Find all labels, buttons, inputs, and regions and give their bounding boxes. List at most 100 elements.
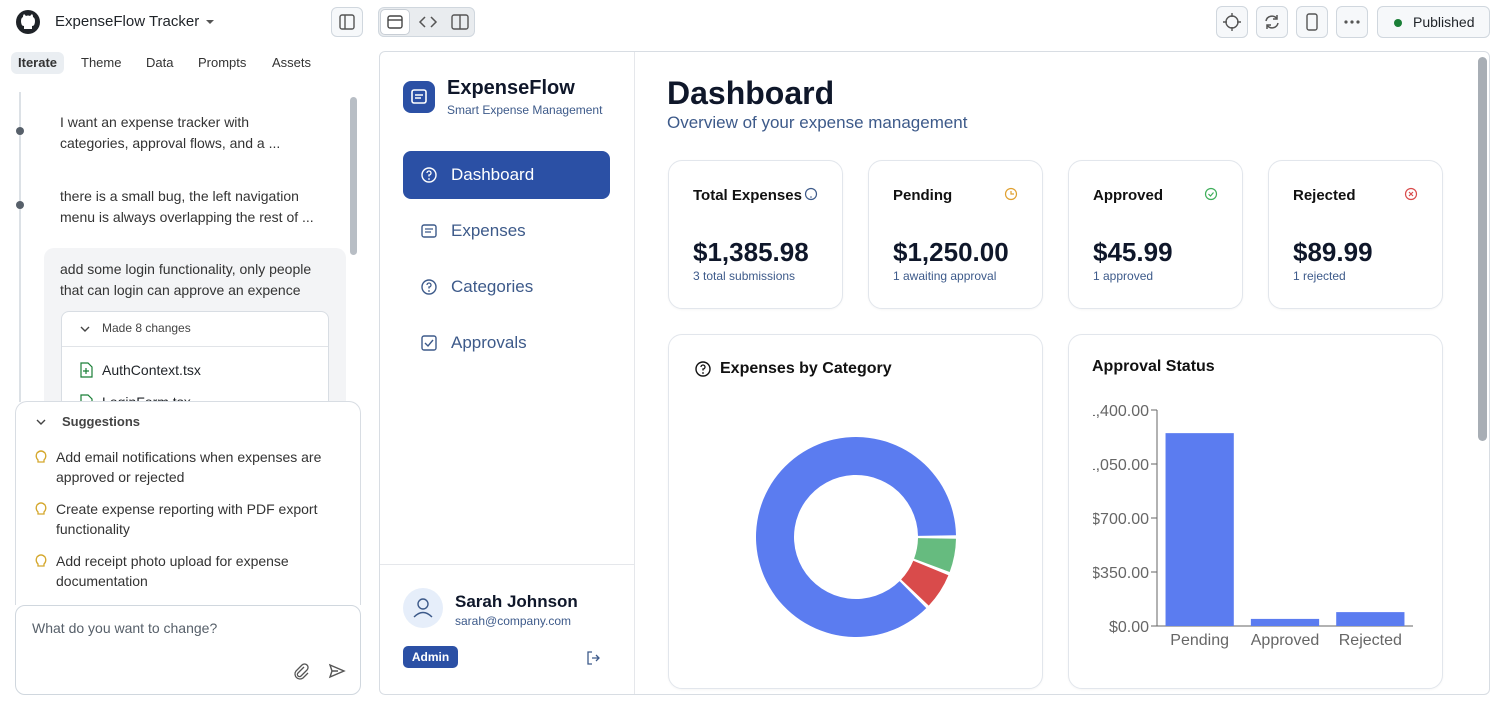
chevron[interactable] bbox=[205, 17, 215, 27]
tab[interactable]: Iterate bbox=[11, 52, 65, 74]
tab[interactable]: Theme bbox=[81, 55, 122, 70]
placeholder: What do you want to change? bbox=[32, 620, 218, 636]
app-tagline: Smart Expense Management bbox=[447, 103, 603, 117]
tab[interactable]: Data bbox=[146, 55, 174, 70]
refresh-button[interactable] bbox=[1256, 6, 1288, 38]
chat-message: there is a small bug, the left navigatio… bbox=[60, 186, 314, 228]
stat-card: Rejected $89.99 1 rejected bbox=[1268, 160, 1443, 309]
chat-message: I want an expense tracker with categories… bbox=[60, 112, 280, 154]
y-tick-label: $0.00 bbox=[1109, 619, 1149, 636]
mobile-button[interactable] bbox=[1296, 6, 1328, 38]
tab[interactable]: Assets bbox=[272, 55, 312, 70]
sidebar-toggle[interactable] bbox=[331, 7, 363, 37]
suggestions-title: Suggestions bbox=[62, 414, 141, 429]
stat-value: $89.99 bbox=[1293, 237, 1373, 267]
app-brand: ExpenseFlow bbox=[447, 77, 575, 99]
publish-button[interactable]: Published bbox=[1377, 6, 1490, 38]
scrollbar bbox=[1478, 57, 1487, 441]
x-tick-label: Rejected bbox=[1339, 632, 1402, 649]
timeline bbox=[16, 92, 24, 402]
chevron[interactable] bbox=[79, 323, 91, 335]
scrollbar bbox=[350, 97, 357, 255]
more-button[interactable] bbox=[1336, 6, 1368, 38]
nav-item[interactable]: Expenses bbox=[403, 207, 610, 255]
chart-title: Expenses by Category bbox=[720, 360, 892, 377]
nav-label: Approvals bbox=[451, 333, 527, 352]
logout-button[interactable] bbox=[585, 650, 601, 666]
bar bbox=[1250, 618, 1320, 626]
suggestion[interactable]: Add receipt photo upload for expense docu… bbox=[56, 551, 289, 591]
file-icon bbox=[80, 362, 93, 378]
attach-button[interactable] bbox=[292, 662, 310, 680]
code-button[interactable] bbox=[417, 11, 439, 33]
page-title: Dashboard bbox=[667, 75, 835, 111]
stat-value: $1,385.98 bbox=[693, 237, 809, 267]
file-name[interactable]: AuthContext.tsx bbox=[102, 362, 201, 378]
chart-title: Approval Status bbox=[1092, 358, 1215, 375]
icon bbox=[1004, 187, 1018, 201]
bar bbox=[1165, 433, 1234, 626]
divider bbox=[634, 52, 635, 694]
suggestion[interactable]: Add email notifications when expenses ar… bbox=[56, 447, 321, 487]
stat-note: 1 approved bbox=[1093, 269, 1154, 283]
icon bbox=[1306, 13, 1318, 31]
x-tick-label: Pending bbox=[1170, 632, 1229, 649]
user-email: sarah@company.com bbox=[455, 614, 572, 628]
y-tick-label: $350.00 bbox=[1091, 565, 1149, 582]
nav-label: Expenses bbox=[451, 221, 526, 240]
stat-value: $1,250.00 bbox=[893, 237, 1009, 267]
nav-item[interactable]: Categories bbox=[403, 263, 610, 311]
nav-item[interactable]: Approvals bbox=[403, 319, 610, 367]
bulb-icons bbox=[35, 450, 47, 567]
text-line: that can login can approve an expence bbox=[60, 282, 301, 298]
pie-slice bbox=[914, 538, 956, 573]
icon bbox=[387, 15, 403, 29]
stat-card: Total Expenses $1,385.98 3 total submiss… bbox=[668, 160, 843, 309]
view-switcher bbox=[378, 7, 475, 37]
stat-label: Approved bbox=[1093, 187, 1164, 204]
icon bbox=[421, 335, 437, 351]
role-badge: Admin bbox=[403, 646, 458, 668]
stat-note: 1 rejected bbox=[1293, 269, 1346, 283]
split-button[interactable] bbox=[449, 11, 471, 33]
prompt-input[interactable]: What do you want to change? bbox=[15, 605, 361, 695]
chart-card: Approval Status $0.00 $350.00 $700.00 $1,05… bbox=[1068, 334, 1443, 689]
stat-value: $45.99 bbox=[1093, 237, 1173, 267]
pie-slice bbox=[901, 560, 949, 606]
chat-message: add some login functionality, only peopl… bbox=[60, 259, 311, 301]
send-button[interactable] bbox=[328, 662, 346, 680]
inspect-button[interactable] bbox=[1216, 6, 1248, 38]
nav-item[interactable]: Dashboard bbox=[403, 151, 610, 199]
icon bbox=[1344, 20, 1360, 24]
nav-label: Categories bbox=[451, 277, 534, 296]
chat-bubble: add some login functionality, only peopl… bbox=[44, 248, 346, 421]
icon bbox=[421, 167, 437, 183]
tab[interactable]: Prompts bbox=[198, 55, 247, 70]
text-line: Add email notifications when expenses ar… bbox=[56, 449, 322, 465]
status-dot bbox=[1394, 19, 1402, 27]
app-logo bbox=[403, 81, 435, 113]
suggestion[interactable]: Create expense reporting with PDF export… bbox=[56, 499, 317, 539]
github-logo bbox=[16, 10, 40, 34]
icon bbox=[421, 279, 437, 295]
bar bbox=[1336, 612, 1405, 626]
icon bbox=[339, 14, 355, 30]
pie-slice bbox=[755, 437, 956, 637]
chart-card: Expenses by Category bbox=[668, 334, 1043, 689]
text-line: documentation bbox=[56, 573, 148, 589]
text-line: functionality bbox=[56, 521, 130, 537]
text-line: menu is always overlapping the rest of .… bbox=[60, 209, 314, 225]
y-tick-label: $700.00 bbox=[1091, 511, 1149, 528]
stat-card: Pending $1,250.00 1 awaiting approval bbox=[868, 160, 1043, 309]
text-line: approved or rejected bbox=[56, 469, 185, 485]
icon bbox=[411, 89, 427, 104]
icon bbox=[1265, 15, 1279, 29]
chevron[interactable] bbox=[35, 416, 47, 428]
page-subtitle: Overview of your expense management bbox=[667, 113, 968, 132]
stat-label: Rejected bbox=[1293, 187, 1356, 204]
project-name[interactable]: ExpenseFlow Tracker bbox=[55, 13, 200, 30]
changes-title[interactable]: Made 8 changes bbox=[102, 321, 191, 335]
text-line: categories, approval flows, and a ... bbox=[60, 135, 281, 151]
preview-button[interactable] bbox=[380, 9, 410, 35]
